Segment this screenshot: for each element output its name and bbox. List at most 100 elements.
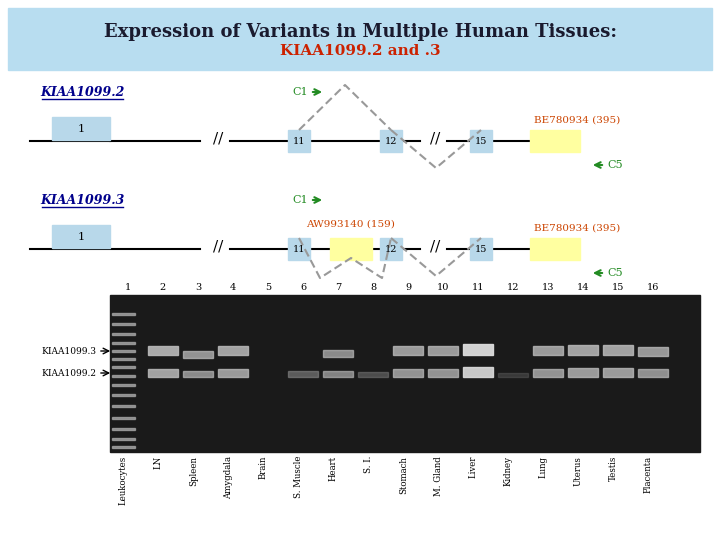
- Text: C5: C5: [607, 268, 623, 278]
- Text: BE780934 (395): BE780934 (395): [534, 224, 620, 233]
- Bar: [112, 394, 135, 396]
- Bar: [638, 347, 668, 356]
- Bar: [112, 417, 135, 419]
- Bar: [428, 369, 458, 377]
- Text: 7: 7: [335, 284, 341, 293]
- Text: 15: 15: [474, 245, 487, 253]
- Text: 11: 11: [293, 137, 305, 145]
- Text: 4: 4: [230, 284, 236, 293]
- Bar: [218, 346, 248, 355]
- Bar: [112, 350, 135, 352]
- Text: Liver: Liver: [469, 456, 478, 478]
- Text: 12: 12: [507, 284, 519, 293]
- Bar: [110, 295, 700, 452]
- Bar: [112, 375, 135, 377]
- Bar: [52, 225, 110, 248]
- Bar: [323, 371, 353, 377]
- Text: 1: 1: [78, 124, 84, 134]
- Bar: [498, 373, 528, 377]
- Bar: [112, 446, 135, 448]
- Bar: [568, 345, 598, 355]
- Text: AW993140 (159): AW993140 (159): [307, 219, 395, 228]
- Bar: [380, 238, 402, 260]
- Bar: [358, 372, 388, 377]
- Text: 3: 3: [195, 284, 201, 293]
- Text: 12: 12: [384, 137, 397, 145]
- Text: C1: C1: [292, 195, 308, 205]
- Text: 15: 15: [612, 284, 624, 293]
- Text: 11: 11: [472, 284, 485, 293]
- Bar: [112, 358, 135, 360]
- Text: 8: 8: [370, 284, 376, 293]
- Text: M. Gland: M. Gland: [434, 456, 443, 496]
- Text: 15: 15: [474, 137, 487, 145]
- Text: C1: C1: [292, 87, 308, 97]
- Bar: [470, 238, 492, 260]
- Bar: [112, 366, 135, 368]
- Text: 6: 6: [300, 284, 306, 293]
- Text: KIAA1099.2 and .3: KIAA1099.2 and .3: [279, 44, 441, 58]
- Text: 11: 11: [293, 245, 305, 253]
- Bar: [112, 438, 135, 440]
- Bar: [533, 346, 563, 355]
- Text: S. I.: S. I.: [364, 456, 373, 474]
- Text: KIAA1099.3: KIAA1099.3: [40, 193, 124, 206]
- Text: Placenta: Placenta: [644, 456, 653, 493]
- Bar: [533, 369, 563, 377]
- Text: 2: 2: [160, 284, 166, 293]
- Text: //: //: [213, 240, 223, 254]
- Text: 14: 14: [577, 284, 589, 293]
- Text: 13: 13: [541, 284, 554, 293]
- Bar: [112, 313, 135, 315]
- Bar: [112, 428, 135, 430]
- Bar: [530, 130, 580, 152]
- Text: Expression of Variants in Multiple Human Tissues:: Expression of Variants in Multiple Human…: [104, 23, 616, 41]
- Text: KIAA1099.2: KIAA1099.2: [40, 85, 124, 98]
- Text: //: //: [213, 132, 223, 146]
- Text: Lung: Lung: [539, 456, 548, 478]
- Text: Testis: Testis: [609, 456, 618, 481]
- Text: C5: C5: [607, 160, 623, 170]
- Text: Leukocytes: Leukocytes: [119, 456, 128, 505]
- Text: Stomach: Stomach: [399, 456, 408, 494]
- Bar: [288, 130, 310, 152]
- Text: 1: 1: [78, 232, 84, 242]
- Bar: [112, 342, 135, 344]
- Text: Kidney: Kidney: [504, 456, 513, 486]
- Bar: [638, 369, 668, 377]
- Bar: [112, 323, 135, 325]
- Text: //: //: [430, 132, 440, 146]
- Bar: [603, 368, 633, 377]
- Text: LN: LN: [154, 456, 163, 469]
- Text: Uterus: Uterus: [574, 456, 583, 486]
- Text: 12: 12: [384, 245, 397, 253]
- Bar: [288, 238, 310, 260]
- Bar: [568, 368, 598, 377]
- Bar: [530, 238, 580, 260]
- Bar: [218, 369, 248, 377]
- Bar: [183, 371, 213, 377]
- Text: S. Muscle: S. Muscle: [294, 456, 303, 498]
- Bar: [463, 367, 493, 377]
- Bar: [148, 369, 178, 377]
- Bar: [112, 405, 135, 407]
- Text: KIAA1099.2: KIAA1099.2: [41, 368, 96, 377]
- Bar: [428, 346, 458, 355]
- Text: 10: 10: [437, 284, 449, 293]
- Bar: [470, 130, 492, 152]
- Bar: [393, 369, 423, 377]
- Bar: [52, 117, 110, 140]
- Bar: [8, 8, 712, 70]
- Text: 9: 9: [405, 284, 411, 293]
- Text: //: //: [430, 240, 440, 254]
- Bar: [112, 333, 135, 335]
- Bar: [323, 350, 353, 357]
- Bar: [463, 344, 493, 355]
- Text: KIAA1099.3: KIAA1099.3: [41, 347, 96, 355]
- Text: 5: 5: [265, 284, 271, 293]
- Text: Amygdala: Amygdala: [224, 456, 233, 499]
- Bar: [112, 384, 135, 386]
- Bar: [330, 238, 372, 260]
- Text: 16: 16: [647, 284, 660, 293]
- Bar: [183, 351, 213, 358]
